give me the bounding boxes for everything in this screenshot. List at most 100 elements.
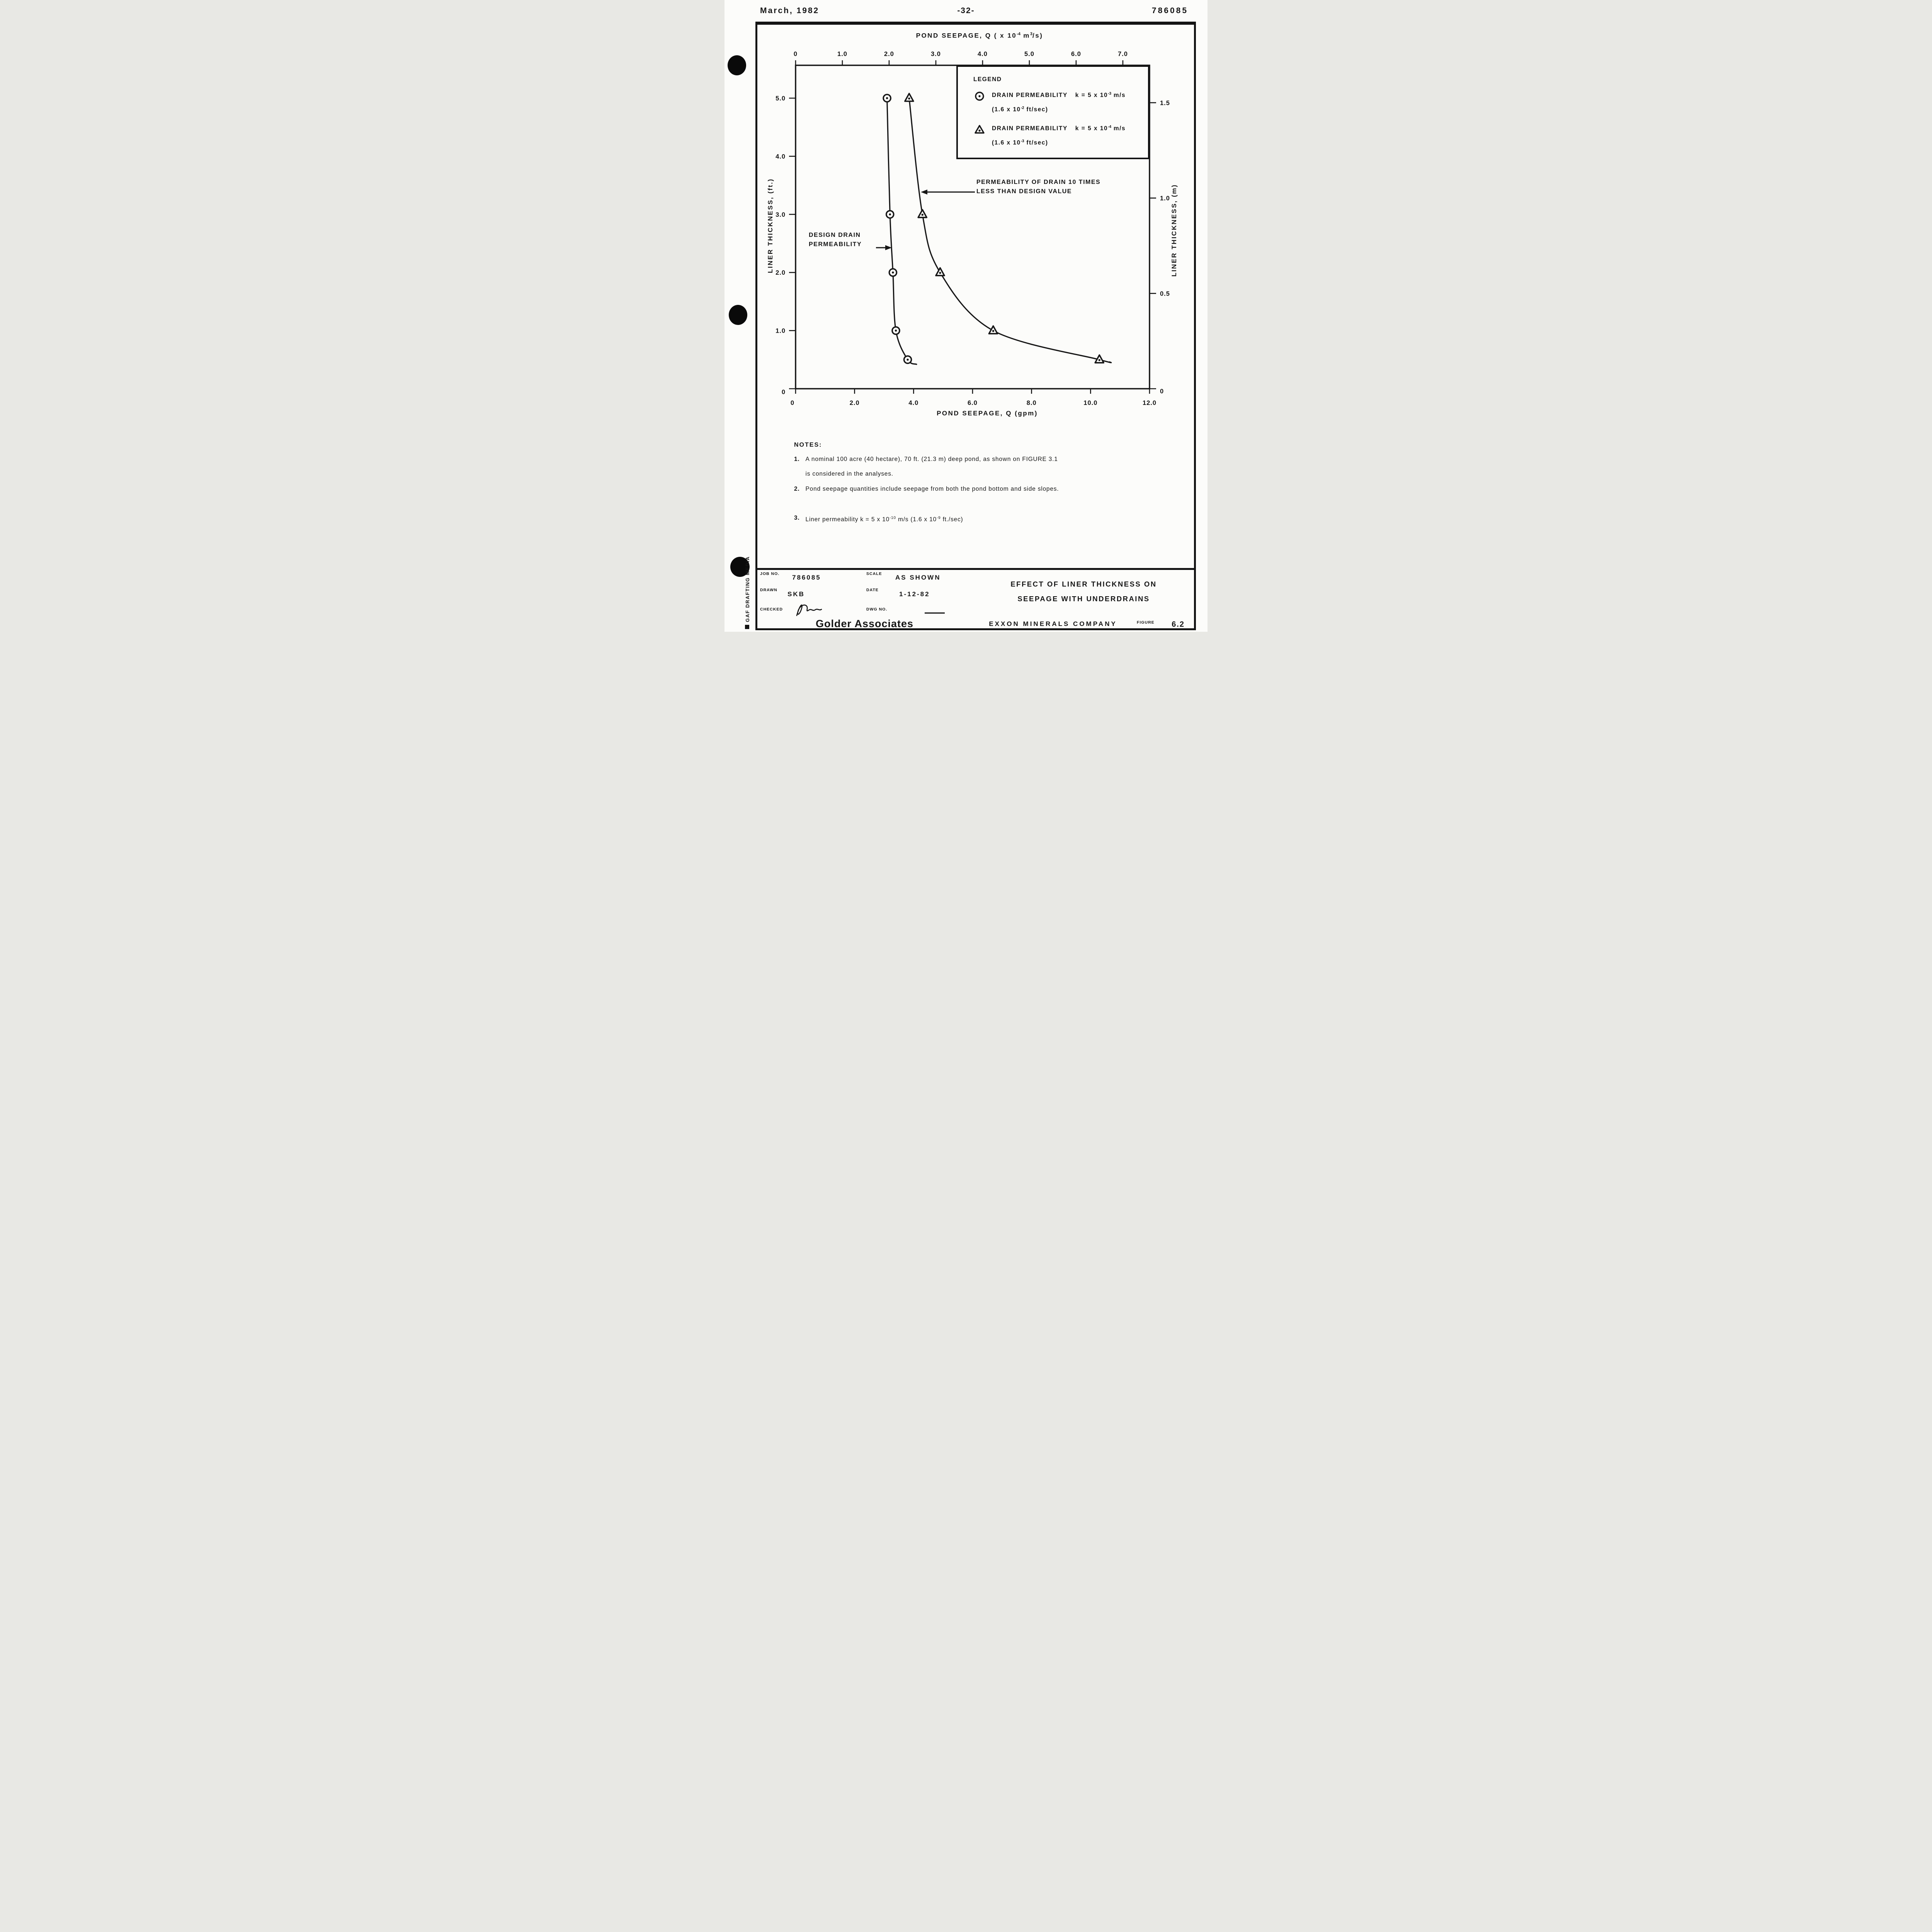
legend-box: LEGEND DRAIN PERMEABILITY k = 5 x 10-3 m/… xyxy=(956,65,1150,159)
note-line: is considered in the analyses. xyxy=(805,471,893,477)
y-axis-right-title: LINER THICKNESS, (m) xyxy=(1170,184,1178,277)
note-item: 1. A nominal 100 acre (40 hectare), 70 f… xyxy=(794,452,1058,481)
x-top-tick-label: 7.0 xyxy=(1118,51,1128,58)
y-left-tick-label: 2.0 xyxy=(776,269,786,276)
marker-dot xyxy=(992,330,995,332)
header-page-number: -32- xyxy=(957,6,975,15)
y-left-tick-label: 5.0 xyxy=(776,95,786,102)
triangle-dot-marker xyxy=(988,325,998,335)
scale-label: SCALE xyxy=(866,571,882,576)
y-left-tick-label: 4.0 xyxy=(776,153,786,160)
annotation-arrowhead xyxy=(885,245,892,250)
note-text: Pond seepage quantities include seepage … xyxy=(805,486,1059,492)
marker-dot xyxy=(906,359,909,361)
legend-item-2-alt: (1.6 x 10-3 ft/sec) xyxy=(992,139,1048,146)
note-number: 3. xyxy=(794,515,800,521)
drawn-label: DRAWN xyxy=(760,588,777,592)
y-left-tick-label: 0 xyxy=(782,389,786,396)
x-top-tick-label: 4.0 xyxy=(978,51,988,58)
circle-dot-marker-icon xyxy=(974,91,985,104)
titleblock-client-cell: EXXON MINERALS COMPANY xyxy=(973,619,1133,630)
hole-punch-icon xyxy=(729,305,747,325)
series-curve xyxy=(886,97,917,365)
note-text: Liner permeability k = 5 x 10-10 m/s (1.… xyxy=(806,511,963,527)
triangle-dot-marker-icon xyxy=(974,124,985,137)
x-bottom-tick-label: 2.0 xyxy=(850,400,860,406)
marker-dot xyxy=(939,272,941,274)
triangle-dot-marker xyxy=(917,209,928,218)
exponent: -10 xyxy=(889,516,896,520)
legend-item-2-alt-unit: ft/sec) xyxy=(1024,139,1048,146)
note-number: 1. xyxy=(794,456,800,463)
titleblock-drawn-cell: DRAWN SKB xyxy=(757,586,864,601)
x-axis-top-title: POND SEEPAGE, Q ( x 10-4 m3/s) xyxy=(871,32,1088,40)
x-top-tick-label: 3.0 xyxy=(931,51,941,58)
titleblock-job-cell: JOB NO. 786085 xyxy=(757,570,864,585)
note-segment: ft./sec) xyxy=(940,516,963,523)
x-bottom-tick-label: 6.0 xyxy=(968,400,978,406)
figure-label: FIGURE xyxy=(1137,620,1155,625)
scale-value: AS SHOWN xyxy=(895,574,941,581)
triangle-dot-marker xyxy=(904,93,914,102)
annotation-design-drain: DESIGN DRAIN PERMEABILITY xyxy=(809,231,862,249)
figure-title-line: SEEPAGE WITH UNDERDRAINS xyxy=(1017,595,1150,603)
notes-heading: NOTES: xyxy=(794,442,822,448)
legend-item-2-k: k = 5 x 10 xyxy=(1075,125,1108,132)
figure-border xyxy=(755,22,1196,630)
figure-title: EFFECT OF LINER THICKNESS ON SEEPAGE WIT… xyxy=(973,577,1194,606)
legend-item-1-label: DRAIN PERMEABILITY k = 5 x 10-3 m/s xyxy=(992,92,1126,99)
note-text: A nominal 100 acre (40 hectare), 70 ft. … xyxy=(806,452,1058,481)
exponent: -4 xyxy=(1017,32,1021,36)
legend-item-1-alt-base: (1.6 x 10 xyxy=(992,106,1021,113)
x-top-tick-label: 2.0 xyxy=(884,51,894,58)
x-top-tick-label: 5.0 xyxy=(1024,51,1034,58)
title-block: JOB NO. 786085 SCALE AS SHOWN DRAWN SKB … xyxy=(757,568,1194,630)
drawn-value: SKB xyxy=(787,590,805,598)
titleblock-firm-cell: Golder Associates xyxy=(757,618,972,630)
x-bottom-tick-label: 8.0 xyxy=(1027,400,1037,406)
triangle-dot-marker xyxy=(935,267,945,276)
dwg-number-blank xyxy=(925,612,945,614)
y-right-tick-label: 0 xyxy=(1160,388,1164,395)
legend-title: LEGEND xyxy=(973,76,1002,83)
chart-canvas: 0 2.0 4.0 6.0 8.0 10.0 12.0 0 1.0 2.0 3.0 4.0 5.0 6.0… xyxy=(776,51,1170,406)
x-bottom-tick-label: 10.0 xyxy=(1083,400,1097,406)
signature xyxy=(796,604,822,616)
checked-label: CHECKED xyxy=(760,607,783,612)
annotation-line: PERMEABILITY OF DRAIN 10 TIMES xyxy=(976,179,1101,185)
note-number: 2. xyxy=(794,486,800,492)
x-top-tick-label: 6.0 xyxy=(1071,51,1081,58)
legend-item-1-k-unit: m/s xyxy=(1111,92,1126,99)
media-side-text-label: GAF DRAFTING MEDIA xyxy=(745,556,750,622)
note-item: 2. Pond seepage quantities include seepa… xyxy=(794,482,1059,497)
legend-item-1-alt: (1.6 x 10-2 ft/sec) xyxy=(992,106,1048,113)
x-top-tick-label: 1.0 xyxy=(837,51,847,58)
gaf-logo-icon xyxy=(745,625,749,629)
exponent: -3 xyxy=(1108,92,1112,96)
annotation-line: PERMEABILITY xyxy=(809,241,862,248)
x-top-tick-label: 0 xyxy=(794,51,798,58)
x-bottom-tick-label: 0 xyxy=(791,400,794,406)
dwg-number-label: DWG NO. xyxy=(866,607,888,612)
y-right-tick-label: 0.5 xyxy=(1160,290,1170,297)
job-number-label: JOB NO. xyxy=(760,571,780,576)
client-name: EXXON MINERALS COMPANY xyxy=(989,620,1117,628)
titleblock-title-cell: EFFECT OF LINER THICKNESS ON SEEPAGE WIT… xyxy=(973,570,1194,617)
annotation-line: DESIGN DRAIN xyxy=(809,232,861,238)
x-axis-top-title-text: POND SEEPAGE, Q ( x 10 xyxy=(916,32,1017,39)
hole-punch-icon xyxy=(728,55,746,75)
marker-dot xyxy=(886,97,888,99)
date-label: DATE xyxy=(866,588,879,592)
marker-dot xyxy=(1098,359,1100,361)
y-right-tick-label: 1.5 xyxy=(1160,100,1170,107)
x-bottom-tick-label: 4.0 xyxy=(908,400,918,406)
annotation-line: LESS THAN DESIGN VALUE xyxy=(976,188,1072,195)
y-axis-left-title: LINER THICKNESS, (ft.) xyxy=(767,178,774,273)
x-axis-top-title-end: /s) xyxy=(1032,32,1043,39)
y-left-tick-label: 1.0 xyxy=(776,328,786,335)
y-right-tick-label: 1.0 xyxy=(1160,195,1170,202)
legend-item-1-k: k = 5 x 10 xyxy=(1075,92,1108,99)
header-date: March, 1982 xyxy=(760,6,820,15)
firm-name: Golder Associates xyxy=(815,618,914,629)
figure-title-line: EFFECT OF LINER THICKNESS ON xyxy=(1010,580,1157,588)
